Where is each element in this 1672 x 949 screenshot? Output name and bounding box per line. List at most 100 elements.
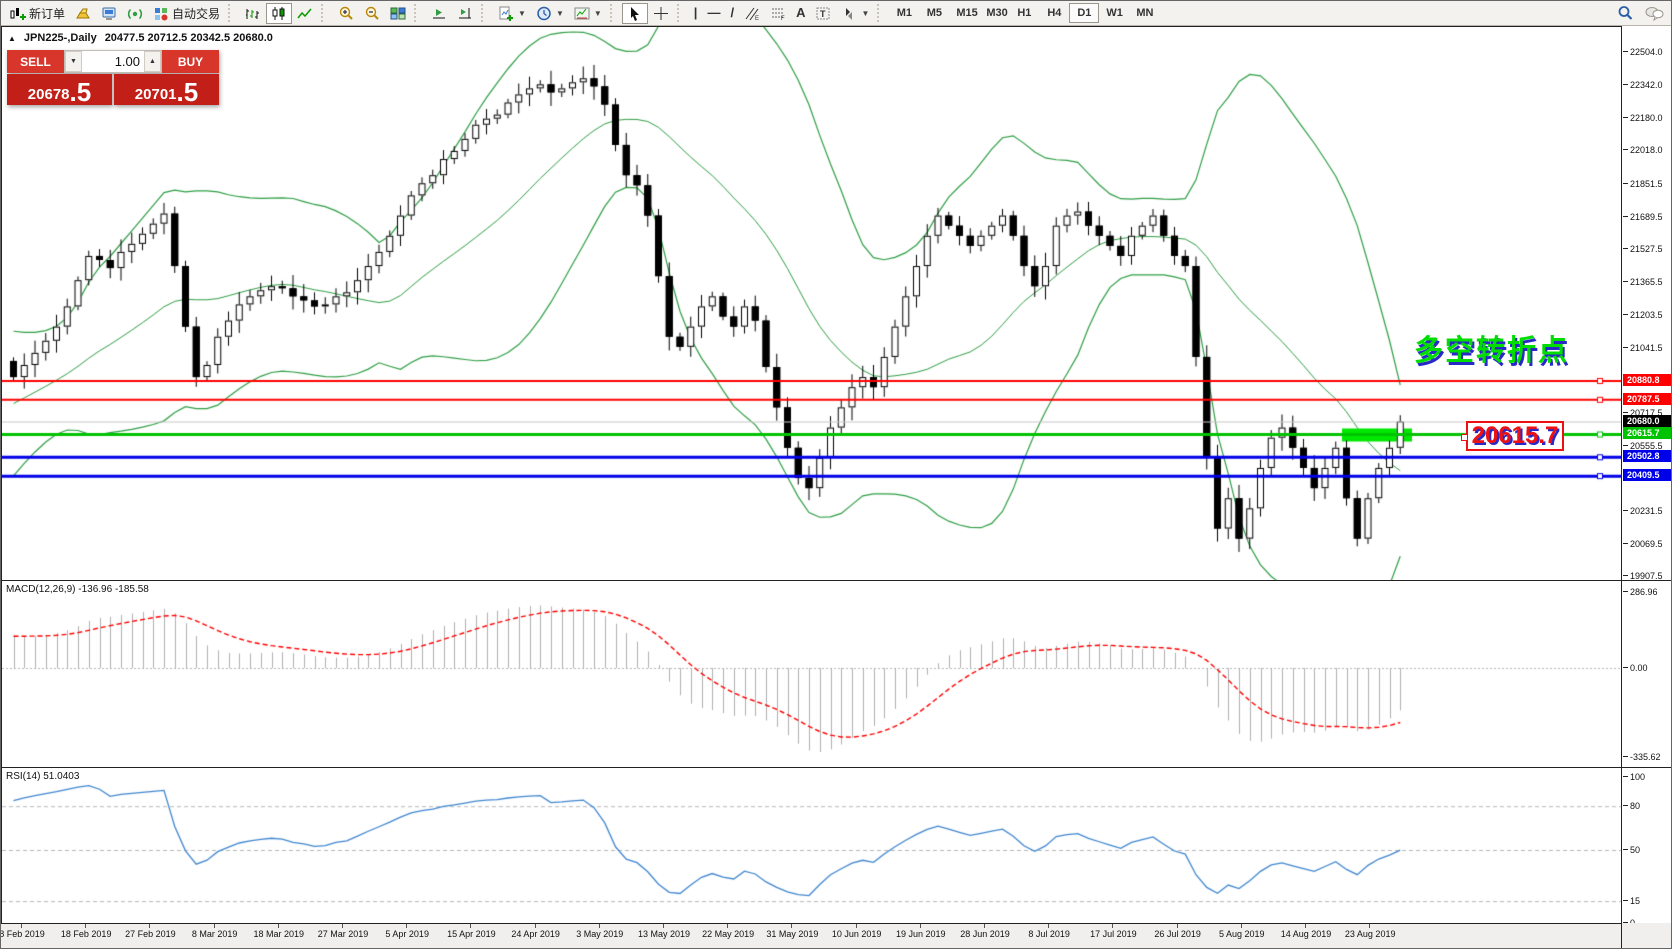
timeframe-h4-button[interactable]: H4 bbox=[1039, 3, 1069, 23]
signal-button[interactable] bbox=[122, 3, 148, 24]
date-tick-label: 18 Feb 2019 bbox=[51, 924, 121, 939]
channel-tool-button[interactable]: E bbox=[739, 3, 765, 24]
volume-value[interactable]: 1.00 bbox=[114, 54, 140, 69]
date-tick-label: 23 Aug 2019 bbox=[1335, 924, 1405, 939]
date-tick-label: 22 May 2019 bbox=[693, 924, 763, 939]
date-tick-label: 31 May 2019 bbox=[757, 924, 827, 939]
trendline-tool-button[interactable]: / bbox=[725, 3, 739, 24]
candlestick-type-button[interactable] bbox=[266, 2, 293, 24]
indicators-button[interactable]: ▼ bbox=[493, 3, 531, 24]
crosshair-tool-button[interactable] bbox=[648, 3, 674, 24]
chart-shift-icon bbox=[457, 6, 473, 21]
date-axis[interactable]: 8 Feb 2019 18 Feb 2019 27 Feb 2019 8 Mar 20… bbox=[1, 923, 1671, 948]
volume-decrease-button[interactable]: ▼ bbox=[65, 51, 82, 72]
new-order-icon bbox=[10, 6, 26, 21]
price-tick: 22342.0 bbox=[1623, 79, 1663, 90]
horizontal-line-tool-button[interactable]: — bbox=[702, 3, 725, 24]
signal-icon bbox=[127, 6, 143, 21]
date-tick-label: 17 Jul 2019 bbox=[1078, 924, 1148, 939]
volume-increase-button[interactable]: ▲ bbox=[144, 51, 161, 72]
text-icon: A bbox=[796, 5, 806, 20]
date-tick-label: 8 Jul 2019 bbox=[1014, 924, 1084, 939]
toolbar-grip bbox=[676, 4, 686, 22]
arrows-tool-button[interactable]: ▼ bbox=[836, 3, 874, 24]
auto-scroll-button[interactable] bbox=[426, 3, 452, 24]
macd-label: MACD(12,26,9) -136.96 -185.58 bbox=[6, 584, 149, 595]
price-level-tag: 20409.5 bbox=[1623, 469, 1671, 482]
caret-down-icon: ▼ bbox=[593, 8, 602, 18]
auto-scroll-icon bbox=[431, 6, 447, 21]
deposit-button[interactable] bbox=[70, 3, 96, 24]
date-tick-label: 19 Jun 2019 bbox=[886, 924, 956, 939]
vertical-line-tool-button[interactable]: | bbox=[689, 3, 703, 24]
chat-bubbles-icon bbox=[1644, 5, 1664, 21]
cursor-tool-button[interactable] bbox=[621, 2, 648, 24]
chart-workspace: ▲ JPN225-,Daily 20477.5 20712.5 20342.5 … bbox=[1, 26, 1671, 948]
timeframe-w1-button[interactable]: W1 bbox=[1099, 3, 1129, 23]
timeframe-h1-button[interactable]: H1 bbox=[1009, 3, 1039, 23]
templates-button[interactable]: ▼ bbox=[569, 3, 607, 24]
price-axis[interactable]: 22504.0 22342.0 22180.0 22018.0 21851.5 21689… bbox=[1621, 26, 1671, 581]
timeframe-d1-button[interactable]: D1 bbox=[1069, 3, 1100, 23]
new-order-button[interactable]: 新订单 bbox=[5, 3, 70, 24]
bar-chart-type-button[interactable] bbox=[240, 3, 266, 24]
price-tick: 21365.5 bbox=[1623, 277, 1663, 288]
zoom-in-button[interactable] bbox=[333, 3, 359, 24]
search-icon bbox=[1617, 5, 1634, 21]
timeframe-m5-button[interactable]: M5 bbox=[919, 3, 949, 23]
buy-price[interactable]: 20701 .5 bbox=[114, 74, 219, 105]
sell-price[interactable]: 20678 .5 bbox=[7, 74, 112, 105]
price-tick: 21689.5 bbox=[1623, 211, 1663, 222]
zoom-out-button[interactable] bbox=[359, 3, 385, 24]
macd-axis[interactable]: 286.96 0.00 -335.62 bbox=[1621, 580, 1671, 767]
new-order-label: 新订单 bbox=[29, 6, 66, 21]
rsi-label: RSI(14) 51.0403 bbox=[6, 771, 80, 782]
terminal-button[interactable] bbox=[96, 3, 122, 24]
timeframe-mn-button[interactable]: MN bbox=[1129, 3, 1159, 23]
toolbar-grip bbox=[321, 4, 330, 22]
autotrade-icon bbox=[153, 6, 169, 21]
timeframe-toolbar: M1 M5 M15 M30 H1 H4 D1 W1 MN bbox=[889, 3, 1159, 23]
price-level-tag: 20502.8 bbox=[1623, 450, 1671, 463]
caret-down-icon: ▼ bbox=[518, 8, 526, 18]
collapse-arrow-icon[interactable]: ▲ bbox=[8, 33, 16, 43]
date-tick-label: 8 Feb 2019 bbox=[1, 924, 57, 939]
tile-windows-button[interactable] bbox=[385, 3, 411, 24]
text-label-icon: T bbox=[815, 6, 831, 21]
search-button[interactable] bbox=[1612, 3, 1639, 24]
community-button[interactable] bbox=[1639, 3, 1669, 24]
line-chart-type-button[interactable] bbox=[292, 3, 318, 24]
rsi-axis[interactable]: 1008050150 bbox=[1621, 767, 1671, 928]
rsi-tick: 50 bbox=[1622, 845, 1641, 855]
candlestick-icon bbox=[271, 6, 287, 21]
date-tick-label: 27 Feb 2019 bbox=[115, 924, 185, 939]
buy-button[interactable]: BUY bbox=[162, 50, 219, 73]
rsi-canvas[interactable] bbox=[2, 768, 1622, 924]
sell-button[interactable]: SELL bbox=[7, 50, 64, 73]
chart-shift-button[interactable] bbox=[452, 3, 478, 24]
current-price-tag: 20680.0 bbox=[1623, 414, 1671, 427]
rsi-tick: 100 bbox=[1622, 772, 1646, 782]
text-tool-button[interactable]: A bbox=[791, 3, 810, 24]
gold-icon bbox=[75, 6, 91, 21]
fibonacci-icon: F bbox=[770, 6, 786, 21]
date-tick-label: 5 Aug 2019 bbox=[1207, 924, 1277, 939]
timeframe-m15-button[interactable]: M15 bbox=[949, 3, 979, 23]
text-label-tool-button[interactable]: T bbox=[810, 3, 836, 24]
autotrade-button[interactable]: 自动交易 bbox=[148, 3, 225, 24]
date-tick-label: 5 Apr 2019 bbox=[372, 924, 442, 939]
toolbar-grip bbox=[228, 4, 237, 22]
chart-title: ▲ JPN225-,Daily 20477.5 20712.5 20342.5 … bbox=[8, 32, 273, 44]
fibonacci-tool-button[interactable]: F bbox=[765, 3, 791, 24]
timeframe-m1-button[interactable]: M1 bbox=[889, 3, 919, 23]
macd-canvas[interactable] bbox=[2, 581, 1622, 768]
line-chart-icon bbox=[297, 6, 313, 21]
caret-down-icon: ▼ bbox=[555, 8, 564, 18]
price-callout-box[interactable]: 20615.7 bbox=[1461, 421, 1564, 451]
price-tick: 20717.5 bbox=[1623, 407, 1663, 418]
price-chart-canvas[interactable] bbox=[2, 27, 1622, 581]
timeframe-m30-button[interactable]: M30 bbox=[979, 3, 1009, 23]
price-tick: 22018.0 bbox=[1623, 145, 1663, 156]
date-tick-label: 15 Apr 2019 bbox=[436, 924, 506, 939]
periods-button[interactable]: ▼ bbox=[531, 3, 569, 24]
